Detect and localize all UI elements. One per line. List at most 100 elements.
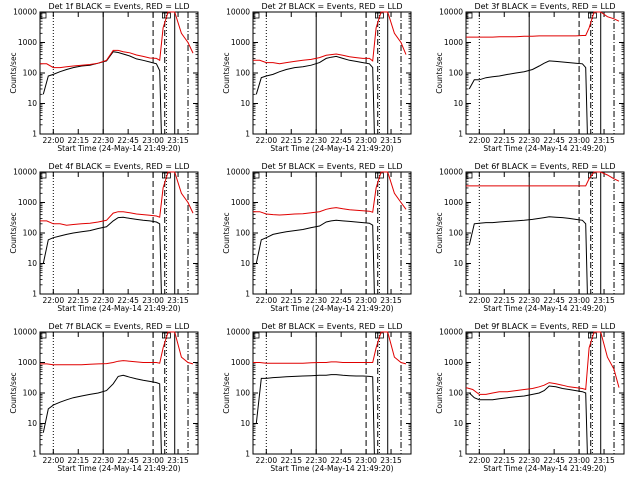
y-tick-label: 100	[236, 69, 251, 78]
series-line-lld	[40, 331, 194, 366]
corner-box	[40, 12, 47, 19]
y-tick-label: 1000	[18, 358, 37, 367]
x-tick-label: 22:45	[543, 456, 565, 465]
panel-title: Det 6f BLACK = Events, RED = LLD	[474, 162, 615, 171]
panel-det-5: Det 5f BLACK = Events, RED = LLD 1 10 100 10…	[222, 162, 412, 313]
y-tick-label: 1	[458, 130, 463, 139]
series-line-events	[468, 216, 588, 295]
y-tick-label: 1	[458, 450, 463, 459]
y-tick-label: 100	[23, 69, 38, 78]
corner-box	[40, 332, 47, 339]
series-line-lld	[40, 171, 194, 226]
x-tick-label: 23:00	[142, 456, 164, 465]
x-tick-label: 22:15	[67, 296, 89, 305]
panel-det-9: Det 9f BLACK = Events, RED = LLD 1 10 100 10…	[435, 322, 625, 473]
series-line-events	[255, 55, 375, 135]
x-tick-label: 22:45	[330, 456, 352, 465]
panel-det-4: Det 4f BLACK = Events, RED = LLD 1 10 100 10…	[9, 162, 199, 313]
x-tick-label: 23:00	[142, 296, 164, 305]
x-tick-label: 22:45	[117, 456, 139, 465]
x-tick-label: 23:00	[355, 296, 377, 305]
x-tick-label: 22:15	[493, 296, 515, 305]
series-line-events	[468, 385, 588, 455]
x-tick-label: 22:30	[92, 296, 114, 305]
y-tick-label: 10000	[226, 8, 250, 17]
y-axis-label: Counts/sec	[435, 212, 444, 253]
panel-title: Det 3f BLACK = Events, RED = LLD	[474, 2, 615, 11]
y-tick-label: 100	[449, 229, 464, 238]
x-axis-label: Start Time (24-May-14 21:49:20)	[483, 304, 606, 313]
x-tick-label: 22:30	[305, 296, 327, 305]
x-tick-label: 22:15	[280, 136, 302, 145]
y-tick-label: 100	[449, 389, 464, 398]
y-tick-label: 1	[32, 290, 37, 299]
y-tick-label: 10000	[13, 168, 37, 177]
panel-title: Det 7f BLACK = Events, RED = LLD	[48, 322, 189, 331]
y-tick-label: 10	[27, 99, 37, 108]
panel-title: Det 5f BLACK = Events, RED = LLD	[261, 162, 402, 171]
y-axis-label: Counts/sec	[9, 212, 18, 253]
series-line-lld	[465, 331, 620, 395]
y-axis-label: Counts/sec	[222, 212, 231, 253]
y-tick-label: 100	[236, 229, 251, 238]
x-tick-label: 22:30	[518, 296, 540, 305]
y-tick-label: 10000	[439, 328, 463, 337]
x-tick-label: 23:00	[355, 136, 377, 145]
x-axis-label: Start Time (24-May-14 21:49:20)	[270, 464, 393, 473]
series-line-lld	[253, 331, 407, 365]
panel-title: Det 8f BLACK = Events, RED = LLD	[261, 322, 402, 331]
y-tick-label: 10	[453, 419, 463, 428]
corner-box	[253, 12, 260, 19]
y-tick-label: 100	[23, 389, 38, 398]
panel-title: Det 2f BLACK = Events, RED = LLD	[261, 2, 402, 11]
y-axis-label: Counts/sec	[435, 52, 444, 93]
x-tick-label: 23:00	[568, 136, 590, 145]
y-tick-label: 10000	[226, 328, 250, 337]
x-tick-label: 23:15	[167, 136, 189, 145]
y-axis-label: Counts/sec	[9, 372, 18, 413]
corner-box	[466, 12, 473, 19]
y-tick-label: 10000	[439, 8, 463, 17]
y-tick-label: 1	[458, 290, 463, 299]
y-tick-label: 1	[245, 450, 250, 459]
panel-det-7: Det 7f BLACK = Events, RED = LLD 1 10 100 10…	[9, 322, 199, 473]
series-line-events	[255, 219, 375, 295]
series-line-events	[255, 374, 375, 455]
corner-box	[253, 332, 260, 339]
y-tick-label: 100	[236, 389, 251, 398]
x-tick-label: 22:15	[67, 456, 89, 465]
y-tick-label: 1000	[231, 38, 250, 47]
series-line-lld	[253, 11, 407, 65]
x-tick-label: 22:30	[518, 456, 540, 465]
x-tick-label: 22:30	[518, 136, 540, 145]
panel-det-1: Det 1f BLACK = Events, RED = LLD 1 10 100 10…	[9, 2, 199, 153]
series-line-events	[42, 51, 162, 135]
x-tick-label: 22:30	[92, 456, 114, 465]
series-line-lld	[40, 11, 194, 69]
x-tick-label: 23:15	[593, 296, 615, 305]
y-axis-label: Counts/sec	[222, 52, 231, 93]
x-tick-label: 22:00	[468, 456, 490, 465]
y-tick-label: 10	[27, 259, 37, 268]
panel-title: Det 9f BLACK = Events, RED = LLD	[474, 322, 615, 331]
x-tick-label: 22:30	[305, 136, 327, 145]
x-tick-label: 22:00	[42, 136, 64, 145]
x-tick-label: 22:30	[305, 456, 327, 465]
x-tick-label: 23:15	[380, 456, 402, 465]
x-tick-label: 22:00	[42, 456, 64, 465]
y-tick-label: 1000	[444, 38, 463, 47]
y-tick-label: 10000	[439, 168, 463, 177]
y-tick-label: 10000	[13, 328, 37, 337]
x-axis-label: Start Time (24-May-14 21:49:20)	[483, 464, 606, 473]
y-tick-label: 10	[240, 99, 250, 108]
x-tick-label: 22:00	[468, 136, 490, 145]
x-tick-label: 22:30	[92, 136, 114, 145]
x-tick-label: 23:15	[593, 136, 615, 145]
corner-box	[253, 172, 260, 179]
y-tick-label: 1000	[444, 358, 463, 367]
y-axis-label: Counts/sec	[222, 372, 231, 413]
panel-title: Det 4f BLACK = Events, RED = LLD	[48, 162, 189, 171]
panel-title: Det 1f BLACK = Events, RED = LLD	[48, 2, 189, 11]
x-tick-label: 22:15	[280, 456, 302, 465]
